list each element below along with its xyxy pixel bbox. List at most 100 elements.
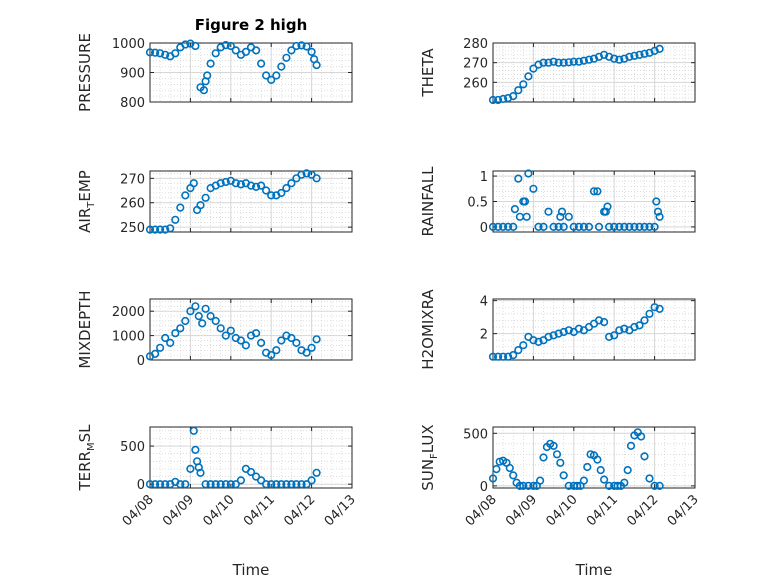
data-point bbox=[640, 49, 649, 58]
data-point bbox=[610, 222, 619, 231]
data-point bbox=[554, 222, 563, 231]
y-axis-label-terr-msl: TERRMSL bbox=[76, 424, 97, 492]
data-point bbox=[623, 466, 632, 475]
data-point bbox=[161, 333, 170, 343]
data-point bbox=[620, 324, 629, 333]
data-point bbox=[574, 324, 584, 333]
data-point bbox=[499, 94, 508, 104]
axes-frame-h2omixra bbox=[492, 298, 696, 361]
data-point bbox=[221, 40, 230, 50]
x-axis-label-left: Time bbox=[232, 561, 270, 579]
data-point bbox=[625, 52, 634, 61]
subplot-rainfall: 0 0.5 1 RAINFALL bbox=[419, 166, 696, 236]
data-point bbox=[529, 336, 538, 345]
data-point bbox=[630, 51, 639, 60]
data-point bbox=[655, 304, 664, 314]
x-tick-label: 04/13 bbox=[322, 492, 359, 529]
y-tick-label: 0 bbox=[137, 354, 145, 369]
data-point bbox=[640, 316, 649, 325]
data-point bbox=[246, 467, 256, 477]
data-point bbox=[529, 481, 538, 491]
data-point bbox=[307, 343, 316, 352]
data-point bbox=[196, 468, 205, 477]
data-point bbox=[509, 222, 518, 231]
data-point bbox=[514, 174, 523, 183]
data-point bbox=[579, 476, 589, 485]
data-point bbox=[216, 324, 225, 333]
data-point bbox=[599, 50, 609, 59]
data-point bbox=[556, 458, 565, 467]
data-point bbox=[504, 352, 513, 361]
y-tick-label: 270 bbox=[120, 172, 145, 187]
y-axis-label-theta: THETA bbox=[419, 48, 437, 98]
data-point bbox=[231, 480, 240, 489]
x-tick-label: 04/11 bbox=[241, 492, 278, 529]
series-pressure bbox=[145, 39, 321, 95]
data-point bbox=[302, 42, 311, 51]
data-point bbox=[610, 331, 619, 340]
data-point bbox=[191, 41, 200, 51]
data-point bbox=[257, 59, 266, 68]
series-air-temp bbox=[145, 169, 321, 234]
data-point bbox=[499, 222, 508, 231]
data-point bbox=[267, 75, 276, 84]
data-point bbox=[181, 191, 190, 200]
y-tick-label: 2 bbox=[480, 328, 488, 343]
data-point bbox=[522, 212, 531, 221]
data-point bbox=[604, 332, 614, 342]
data-point bbox=[176, 324, 185, 333]
data-point bbox=[594, 222, 604, 231]
data-point bbox=[640, 452, 649, 461]
subplot-air-temp: 250 260 270 AIRTEMP bbox=[76, 169, 353, 236]
data-point bbox=[625, 222, 634, 231]
data-point bbox=[171, 329, 180, 338]
data-point bbox=[579, 222, 589, 231]
data-point bbox=[302, 480, 311, 489]
x-tick-label: 04/12 bbox=[281, 492, 318, 529]
data-point bbox=[652, 197, 661, 206]
x-tick-label: 04/08 bbox=[463, 492, 500, 529]
data-point bbox=[601, 207, 610, 216]
data-point bbox=[492, 465, 501, 474]
data-point bbox=[257, 338, 266, 348]
y-tick-label: 900 bbox=[120, 67, 145, 82]
data-point bbox=[569, 57, 578, 66]
data-point bbox=[620, 478, 629, 487]
data-point bbox=[206, 312, 215, 321]
data-point bbox=[307, 476, 316, 485]
data-point bbox=[488, 222, 498, 231]
data-point bbox=[579, 56, 589, 65]
data-point bbox=[231, 179, 240, 188]
x-axis-label-right: Time bbox=[575, 561, 613, 579]
data-point bbox=[494, 222, 503, 231]
axes-frame-air-temp bbox=[149, 170, 353, 233]
y-axis-label-air-temp: AIRTEMP bbox=[76, 170, 97, 233]
data-point bbox=[524, 169, 533, 178]
y-tick-label: 250 bbox=[120, 221, 145, 236]
data-point bbox=[549, 441, 558, 451]
data-point bbox=[544, 58, 553, 67]
data-point bbox=[514, 346, 523, 355]
data-point bbox=[211, 480, 220, 489]
x-tick-label: 04/12 bbox=[624, 492, 661, 529]
series-rainfall bbox=[488, 169, 664, 231]
data-point bbox=[488, 95, 498, 105]
data-point bbox=[297, 170, 306, 179]
data-point bbox=[655, 44, 664, 54]
data-point bbox=[176, 480, 185, 489]
data-point bbox=[510, 205, 520, 214]
data-point bbox=[194, 312, 203, 321]
data-point bbox=[488, 474, 498, 483]
data-point bbox=[145, 480, 155, 489]
data-point bbox=[272, 71, 281, 80]
data-point bbox=[499, 352, 508, 361]
data-point bbox=[297, 480, 306, 489]
data-point bbox=[574, 57, 584, 66]
data-point bbox=[655, 212, 664, 221]
data-point bbox=[557, 207, 567, 216]
data-point bbox=[645, 309, 654, 318]
data-point bbox=[603, 202, 612, 211]
data-point bbox=[488, 352, 498, 361]
